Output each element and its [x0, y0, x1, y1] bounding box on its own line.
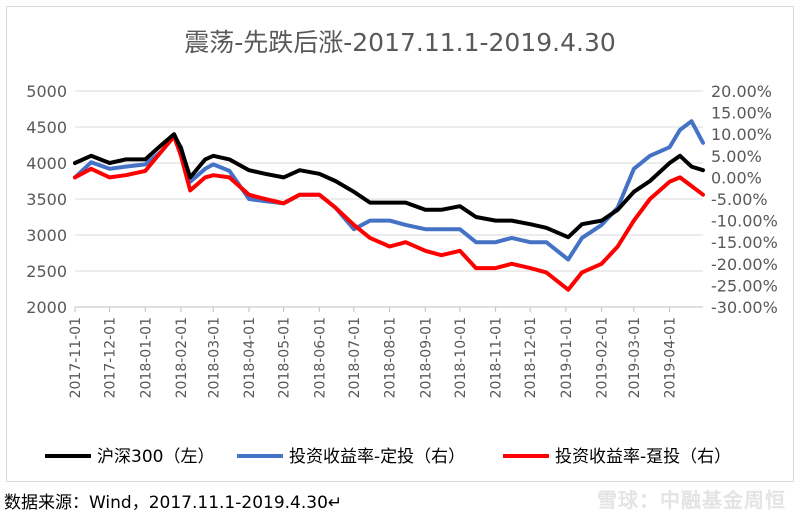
right-y-axis: -30.00% -25.00% -20.00% -15.00% -10.00% -5.00… — [711, 82, 778, 317]
right-tick-label: -15.00% — [711, 233, 778, 252]
gridlines — [75, 90, 703, 308]
right-tick-label: -20.00% — [711, 255, 778, 274]
left-tick-label: 3500 — [26, 190, 67, 209]
left-tick-label: 2500 — [26, 262, 67, 281]
series-line — [73, 132, 705, 240]
right-tick-label: 5.00% — [711, 147, 762, 166]
x-tick-label: 2018-05-01 — [277, 317, 293, 398]
left-y-axis: 2000 2500 3000 3500 4000 4500 5000 — [26, 82, 67, 317]
x-tick-label: 2017-11-01 — [68, 317, 84, 398]
series-line — [73, 134, 705, 292]
x-axis: 2017-11-01 2017-12-01 2018-01-01 2018-02-01… — [68, 306, 703, 398]
left-tick-label: 4000 — [26, 154, 67, 173]
watermark: 雪球：中融基金周恒 — [597, 488, 786, 512]
line-chart: 震荡-先跌后涨-2017.11.1-2019.4.30 2000 2500 3000… — [26, 28, 778, 467]
x-tick-label: 2017-12-01 — [103, 317, 119, 398]
left-tick-label: 3000 — [26, 226, 67, 245]
chart-title: 震荡-先跌后涨-2017.11.1-2019.4.30 — [184, 28, 616, 57]
right-tick-label: 0.00% — [711, 168, 762, 187]
x-tick-label: 2018-04-01 — [242, 317, 258, 398]
x-tick-label: 2019-02-01 — [595, 317, 611, 398]
right-tick-label: 15.00% — [711, 104, 772, 123]
left-tick-label: 5000 — [26, 82, 67, 101]
right-tick-label: -25.00% — [711, 276, 778, 295]
right-tick-label: -10.00% — [711, 212, 778, 231]
x-tick-label: 2018-02-01 — [174, 317, 190, 398]
x-tick-label: 2018-11-01 — [489, 317, 505, 398]
right-tick-label: -30.00% — [711, 298, 778, 317]
data-source-note: 数据来源：Wind，2017.11.1-2019.4.30↵ — [4, 493, 343, 513]
right-tick-label: 20.00% — [711, 82, 772, 101]
x-tick-label: 2018-08-01 — [383, 317, 399, 398]
x-tick-label: 2018-01-01 — [138, 317, 154, 398]
x-tick-label: 2019-03-01 — [627, 317, 643, 398]
legend-label: 沪深300（左） — [97, 447, 214, 467]
x-tick-label: 2018-03-01 — [206, 317, 222, 398]
series-layer — [73, 119, 705, 292]
right-tick-label: 10.00% — [711, 125, 772, 144]
chart-frame: 震荡-先跌后涨-2017.11.1-2019.4.30 2000 2500 3000… — [6, 6, 794, 482]
right-tick-label: -5.00% — [711, 190, 768, 209]
x-tick-label: 2018-12-01 — [523, 317, 539, 398]
left-tick-label: 4500 — [26, 118, 67, 137]
legend-label: 投资收益率-定投（右） — [289, 447, 465, 467]
x-tick-label: 2018-10-01 — [453, 317, 469, 398]
x-tick-label: 2019-01-01 — [559, 317, 575, 398]
left-tick-label: 2000 — [26, 298, 67, 317]
legend-label: 投资收益率-趸投（右） — [555, 447, 731, 467]
x-tick-label: 2019-04-01 — [663, 317, 679, 398]
x-tick-label: 2018-09-01 — [418, 317, 434, 398]
x-tick-label: 2018-06-01 — [312, 317, 328, 398]
chart-legend: 沪深300（左） 投资收益率-定投（右） 投资收益率-趸投（右） — [45, 447, 731, 467]
x-tick-label: 2018-07-01 — [347, 317, 363, 398]
